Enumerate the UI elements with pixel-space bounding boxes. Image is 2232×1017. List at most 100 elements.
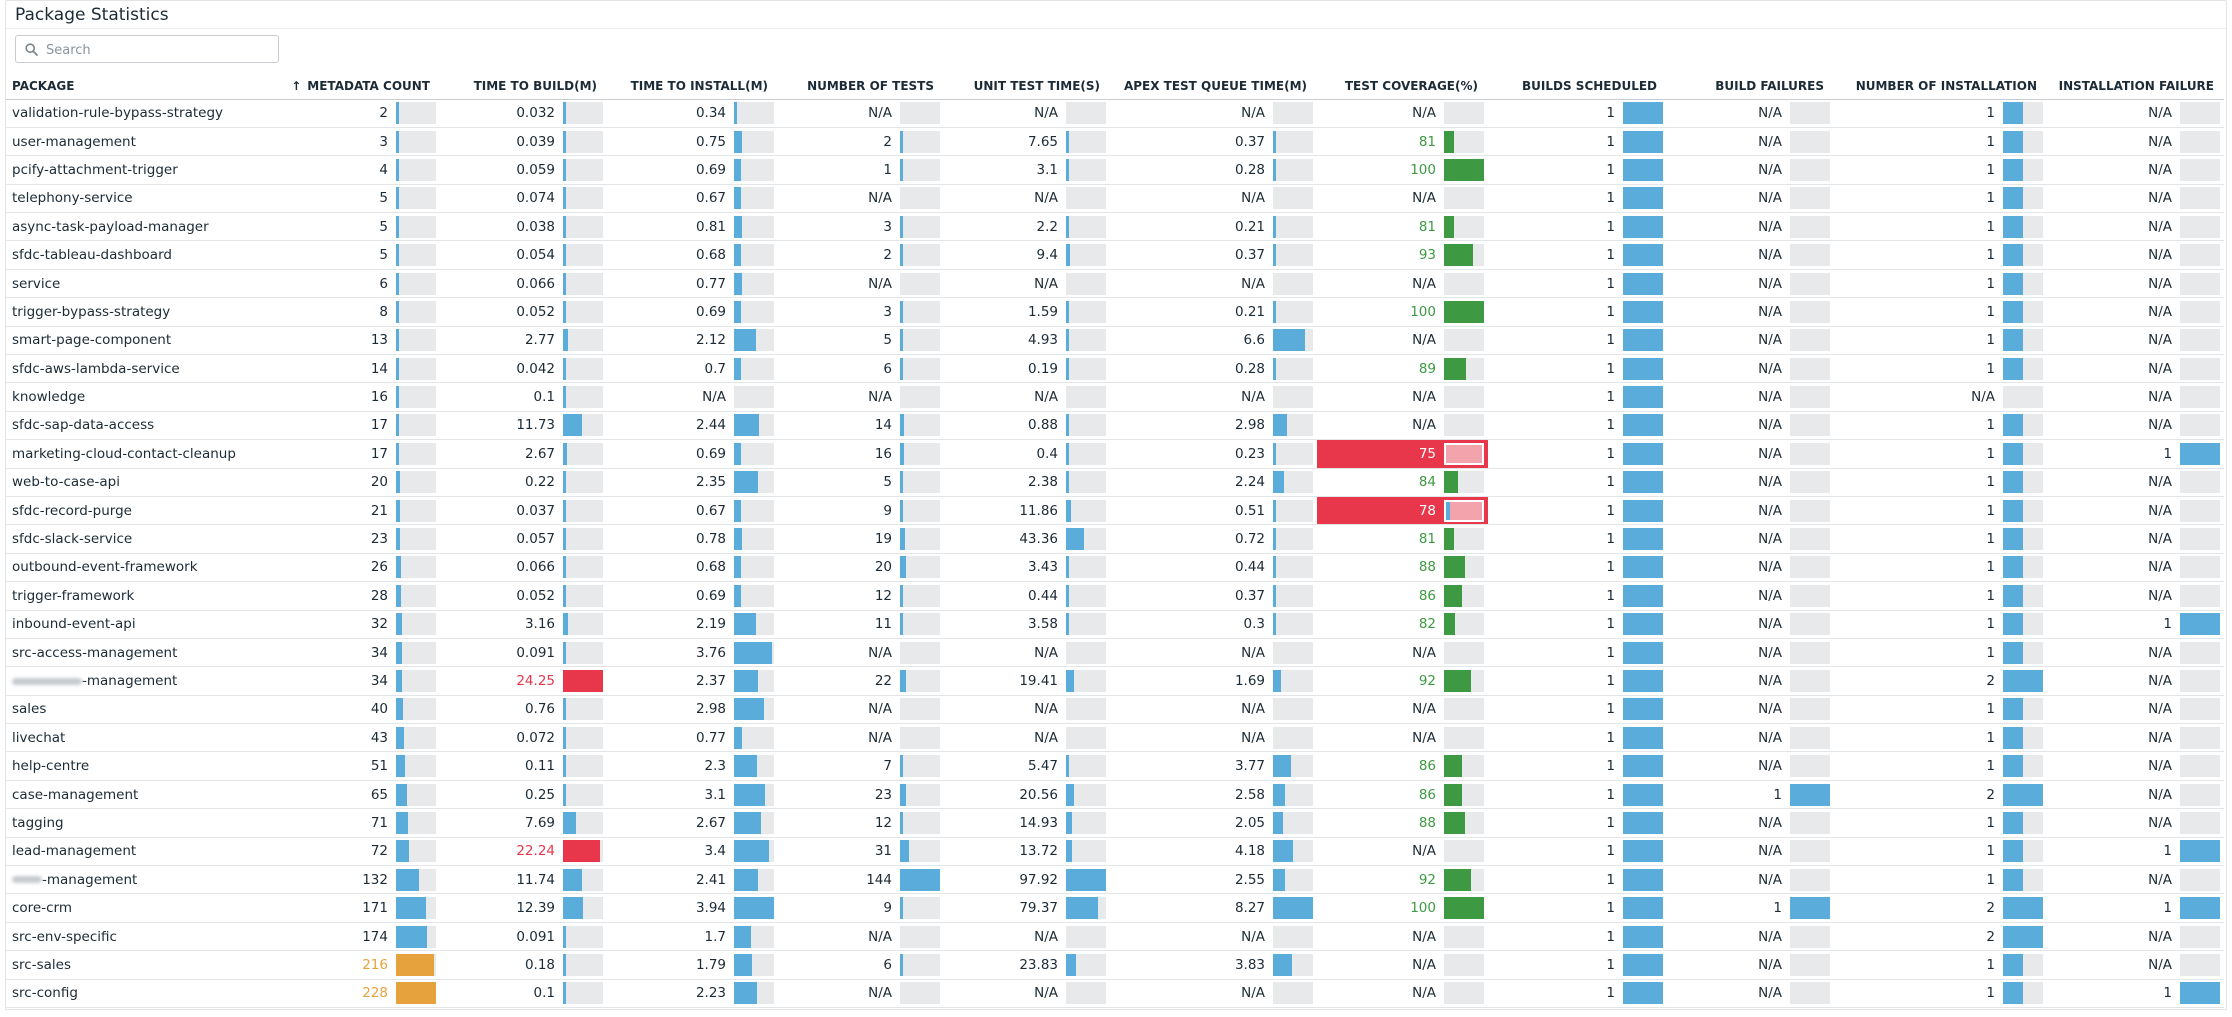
value-cell: N/A — [1110, 100, 1317, 127]
cell-installation-failure: N/A — [2047, 269, 2224, 299]
value-bar — [1066, 102, 1106, 125]
table-row[interactable]: sfdc-sap-data-access 17 11.73 2.44 14 0.88 2.9… — [6, 411, 2224, 441]
table-row[interactable]: src-access-management 34 0.091 3.76 N/A N/A N/… — [6, 638, 2224, 668]
value-cell: N/A — [2047, 185, 2224, 212]
cell-value: 1.7 — [704, 928, 726, 945]
value-cell: 0.054 — [440, 241, 607, 268]
search-input[interactable] — [44, 39, 276, 61]
cell-value: 97.92 — [1019, 871, 1058, 888]
table-row[interactable]: sfdc-aws-lambda-service 14 0.042 0.7 6 0.19 0.… — [6, 354, 2224, 384]
value-bar-fill — [1444, 158, 1484, 181]
value-bar-fill — [1623, 641, 1663, 664]
cell-value: 20 — [874, 559, 892, 576]
column-header-build-failures[interactable]: BUILD FAILURES — [1667, 73, 1834, 100]
cell-time-to-build: 22.24 — [440, 837, 607, 867]
table-row[interactable]: src-config 228 0.1 2.23 N/A N/A N/A N/A 1 N/A 1 1 — [6, 979, 2224, 1009]
cell-metadata-count: 51 — [287, 751, 440, 781]
value-bar — [1273, 414, 1313, 437]
cell-value: 28 — [370, 587, 388, 604]
table-row[interactable]: case-management 65 0.25 3.1 23 20.56 2.58 86 1 1 2… — [6, 780, 2224, 810]
table-row[interactable]: inbound-event-api 32 3.16 2.19 11 3.58 0.3 82 1 N… — [6, 610, 2224, 639]
table-row[interactable]: -management 34 24.25 2.37 22 19.41 1.69 92 1 N/A 2… — [6, 666, 2224, 696]
cell-installation-failure: N/A — [2047, 695, 2224, 725]
search-box[interactable] — [15, 35, 279, 63]
value-cell: 1 — [1488, 866, 1667, 893]
table-row[interactable]: sales 40 0.76 2.98 N/A N/A N/A N/A 1 N/A 1 N/A — [6, 695, 2224, 725]
cell-unit-test-time: 0.19 — [944, 354, 1110, 384]
table-row[interactable]: smart-page-component 13 2.77 2.12 5 4.93 6.6 N/… — [6, 326, 2224, 356]
value-bar — [1066, 982, 1106, 1005]
table-row[interactable]: tagging 71 7.69 2.67 12 14.93 2.05 88 1 N/A 1 N/A — [6, 808, 2224, 838]
arrow-up-icon[interactable]: ↑ — [291, 78, 302, 93]
table-header-row: PACKAGE ↑ METADATA COUNT TIME TO BUILD(M) TI… — [6, 73, 2224, 100]
table-row[interactable]: -management 132 11.74 2.41 144 97.92 2.55 92 1 N/… — [6, 865, 2224, 895]
cell-time-to-build: 0.091 — [440, 638, 607, 668]
cell-value: 5.47 — [1027, 758, 1058, 775]
table-row[interactable]: trigger-bypass-strategy 8 0.052 0.69 3 1.59 0.… — [6, 297, 2224, 327]
table-row[interactable]: telephony-service 5 0.074 0.67 N/A N/A N/A N/A 1… — [6, 184, 2224, 214]
table-row[interactable]: trigger-framework 28 0.052 0.69 12 0.44 0.37 86… — [6, 581, 2224, 611]
cell-build-failures: N/A — [1667, 468, 1834, 497]
value-bar — [2180, 698, 2220, 721]
table-row[interactable]: lead-management 72 22.24 3.4 31 13.72 4.18 N/A 1… — [6, 837, 2224, 867]
table-row[interactable]: sfdc-slack-service 23 0.057 0.78 19 43.36 0.72… — [6, 524, 2224, 554]
value-bar — [900, 840, 940, 863]
column-header-number-of-installation[interactable]: NUMBER OF INSTALLATION — [1834, 73, 2047, 100]
cell-unit-test-time: 11.86 — [944, 496, 1110, 526]
table-row[interactable]: service 6 0.066 0.77 N/A N/A N/A N/A 1 N/A 1 N/A — [6, 269, 2224, 299]
value-cell: N/A — [2047, 355, 2224, 382]
column-header-package[interactable]: PACKAGE — [6, 73, 287, 100]
table-row[interactable]: sfdc-tableau-dashboard 5 0.054 0.68 2 9.4 0.37… — [6, 240, 2224, 270]
cell-value: 2.55 — [1234, 871, 1265, 888]
table-row[interactable]: async-task-payload-manager 5 0.038 0.81 3 2.2… — [6, 212, 2224, 242]
table-row[interactable]: sfdc-record-purge 21 0.037 0.67 9 11.86 0.51 78… — [6, 496, 2224, 526]
value-bar — [2003, 130, 2043, 153]
table-row[interactable]: livechat 43 0.072 0.77 N/A N/A N/A N/A 1 N/A 1 N/A — [6, 723, 2224, 753]
table-row[interactable]: src-env-specific 174 0.091 1.7 N/A N/A N/A N/A 1… — [6, 922, 2224, 952]
value-bar — [1066, 641, 1106, 664]
table-row[interactable]: validation-rule-bypass-strategy 2 0.032 0.3… — [6, 99, 2224, 128]
value-bar-fill — [1273, 300, 1276, 323]
table-row[interactable]: help-centre 51 0.11 2.3 7 5.47 3.77 86 1 N/A 1 N/A — [6, 751, 2224, 781]
table-row[interactable]: marketing-cloud-contact-cleanup 17 2.67 0.6… — [6, 439, 2224, 469]
column-header-apex-test-queue-time[interactable]: APEX TEST QUEUE TIME(M) — [1110, 73, 1317, 100]
cell-builds-scheduled: 1 — [1488, 99, 1667, 128]
table-row[interactable]: web-to-case-api 20 0.22 2.35 5 2.38 2.24 84 1 N/A… — [6, 468, 2224, 497]
column-header-test-coverage[interactable]: TEST COVERAGE(%) — [1317, 73, 1488, 100]
value-cell: 1 — [1834, 951, 2047, 978]
column-header-builds-scheduled[interactable]: BUILDS SCHEDULED — [1488, 73, 1667, 100]
cell-value: 11.74 — [516, 871, 555, 888]
cell-value: 0.042 — [516, 360, 555, 377]
value-bar — [396, 130, 436, 153]
column-header-time-to-install[interactable]: TIME TO INSTALL(M) — [607, 73, 778, 100]
table-row[interactable]: outbound-event-framework 26 0.066 0.68 20 3.4… — [6, 553, 2224, 583]
value-bar-fill — [396, 215, 399, 238]
cell-value: 144 — [866, 871, 892, 888]
table-row[interactable]: knowledge 16 0.1 N/A N/A N/A N/A N/A 1 N/A N/A N/A — [6, 382, 2224, 412]
column-header-time-to-build[interactable]: TIME TO BUILD(M) — [440, 73, 607, 100]
value-bar-fill — [563, 442, 568, 465]
value-bar-fill — [1623, 471, 1663, 494]
value-bar-fill — [2003, 783, 2043, 806]
value-bar — [1066, 528, 1106, 551]
cell-value: N/A — [1034, 928, 1058, 945]
column-header-unit-test-time[interactable]: UNIT TEST TIME(S) — [944, 73, 1110, 100]
value-cell: N/A — [1667, 298, 1834, 325]
value-bar-fill — [563, 925, 566, 948]
cell-value: 71 — [370, 814, 388, 831]
column-header-installation-failure[interactable]: INSTALLATION FAILURE — [2047, 73, 2224, 100]
value-bar-fill — [396, 783, 408, 806]
table-row[interactable]: core-crm 171 12.39 3.94 9 79.37 8.27 100 1 1 2 1 — [6, 893, 2224, 923]
cell-apex-test-queue-time: 0.44 — [1110, 553, 1317, 583]
table-row[interactable]: pcify-attachment-trigger 4 0.059 0.69 1 3.1 0.… — [6, 155, 2224, 185]
column-header-metadata-count[interactable]: ↑ METADATA COUNT — [287, 73, 440, 100]
column-header-number-of-tests[interactable]: NUMBER OF TESTS — [778, 73, 944, 100]
value-cell: 1 — [1834, 355, 2047, 382]
cell-value: N/A — [2148, 303, 2172, 320]
cell-value: 3.16 — [524, 616, 555, 633]
value-cell: N/A — [2047, 554, 2224, 581]
cell-value: 92 — [1418, 673, 1436, 689]
table-row[interactable]: src-sales 216 0.18 1.79 6 23.83 3.83 N/A 1 N/A 1 N/… — [6, 950, 2224, 980]
table-row[interactable]: user-management 3 0.039 0.75 2 7.65 0.37 81 1 N/A… — [6, 127, 2224, 157]
value-cell: N/A — [1110, 383, 1317, 410]
